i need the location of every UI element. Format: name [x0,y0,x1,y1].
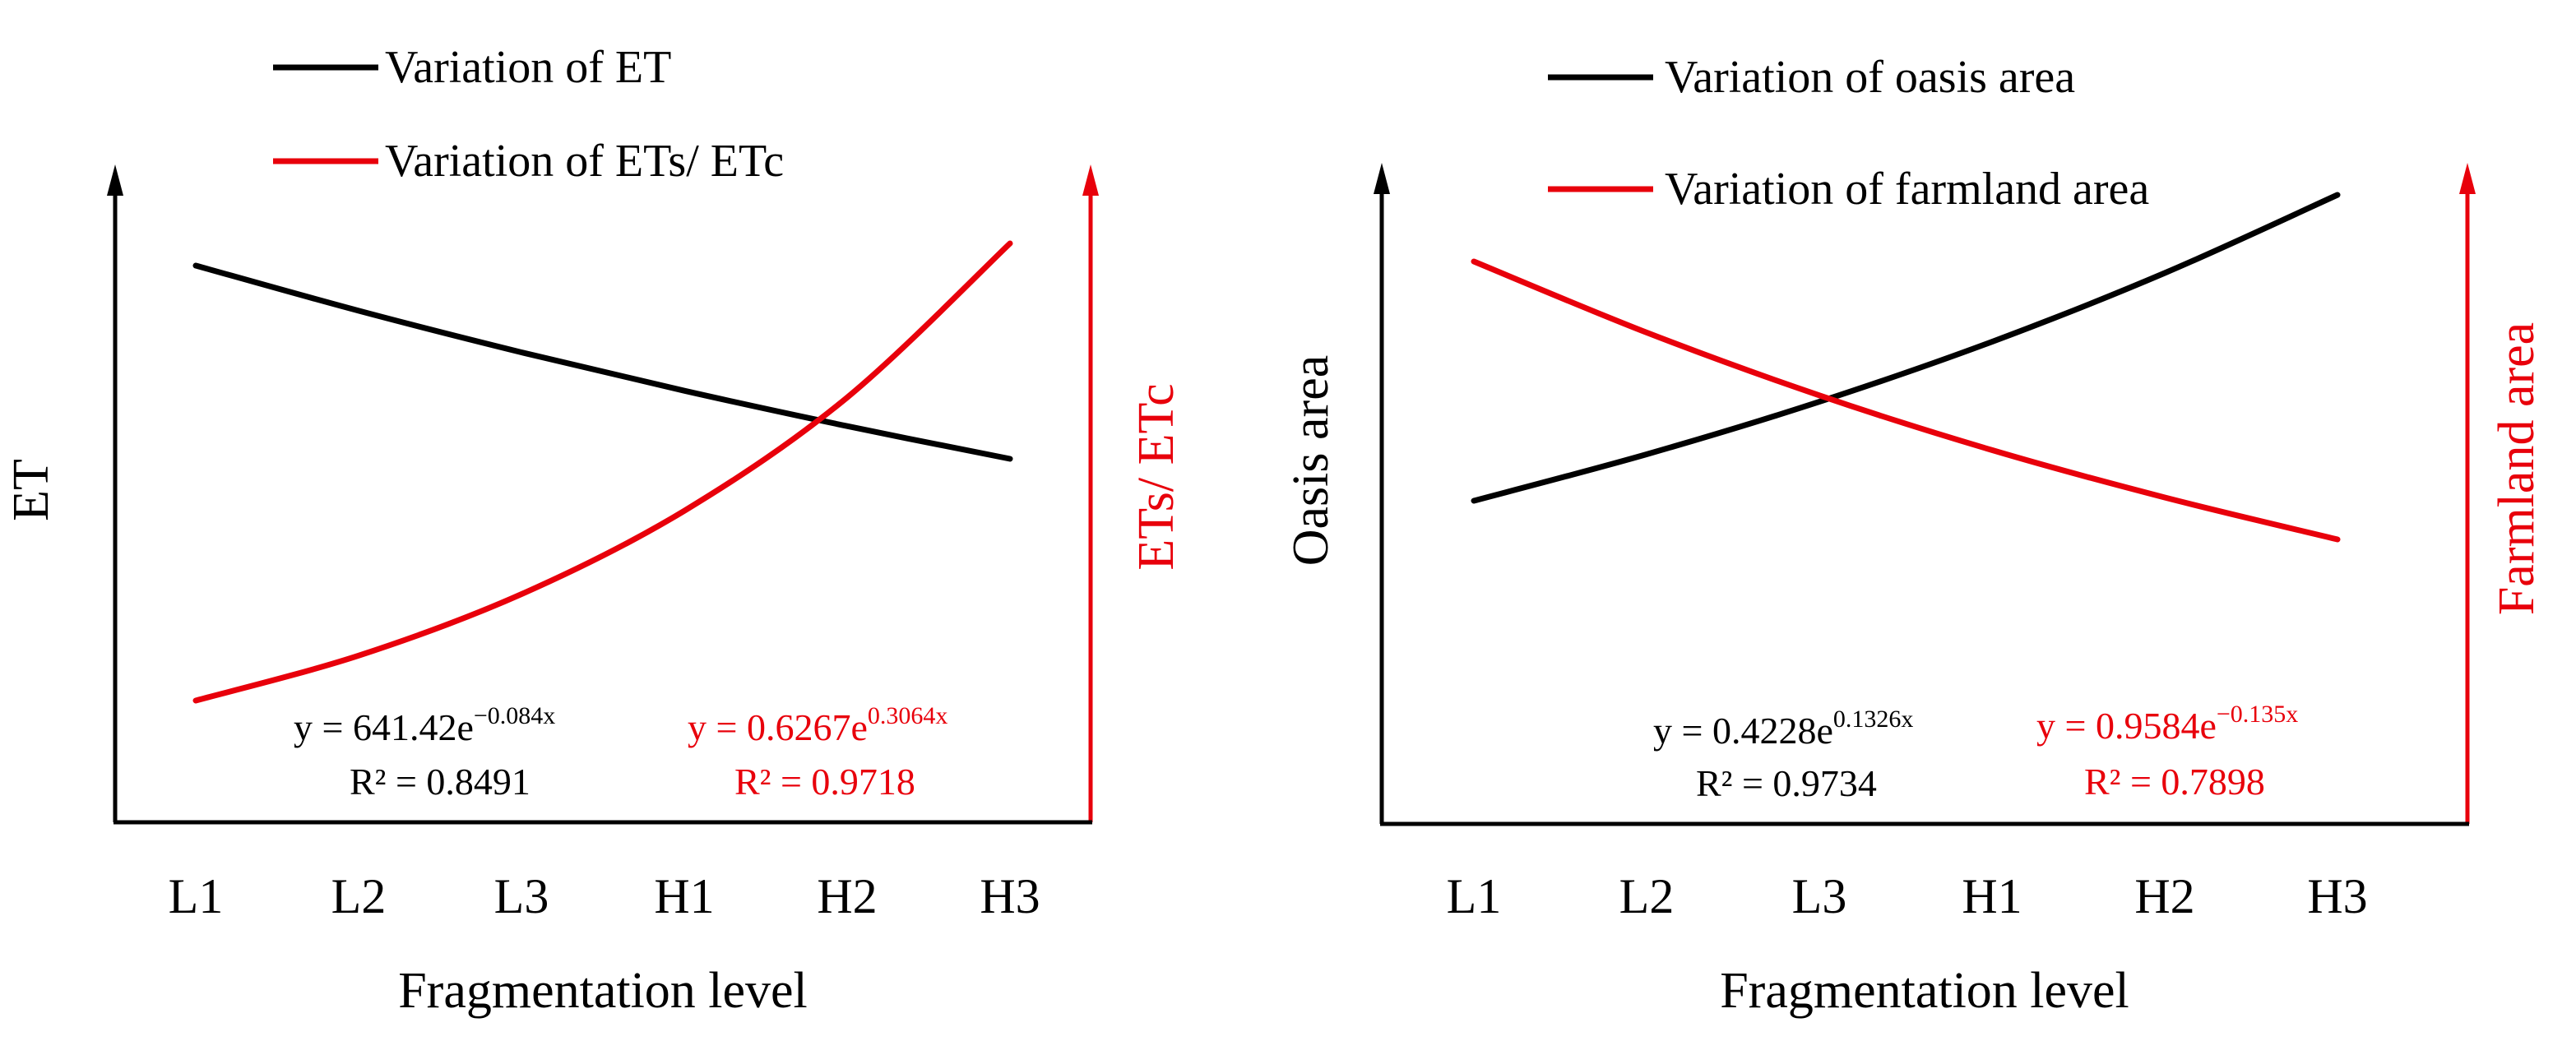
x-axis-title: Fragmentation level [1720,963,2129,1019]
series-line-oasis [1471,192,2341,504]
tick-label: H3 [2307,869,2367,923]
tick-label: L2 [331,869,387,923]
tick-label: L1 [169,869,224,923]
tick-label: L3 [1792,869,1847,923]
y-axis-title-left: Oasis area [1283,355,1339,566]
tick-label: H1 [654,869,714,923]
left-y-axis-arrow [1374,163,1390,194]
tick-label: H2 [817,869,877,923]
right-y-axis-arrow [2459,163,2476,194]
legend-label-oasis: Variation of oasis area [1665,52,2075,103]
tick-label: L1 [1447,869,1502,923]
r2-ets-etc: R² = 0.9718 [734,761,915,803]
legend-label-et: Variation of ET [385,42,671,93]
legend-label-farmland: Variation of farmland area [1665,164,2149,215]
y-axis-title-left: ET [3,459,59,521]
left-y-axis-arrow [107,164,123,196]
y-axis-title-right: Farmland area [2489,322,2545,615]
series-line-farmland [1471,258,2341,543]
r2-et: R² = 0.8491 [350,761,530,803]
tick-label: H1 [1962,869,2022,923]
chart-left: Variation of ET Variation of ETs/ ETc ET… [3,42,1184,1019]
series-line-ets-etc [192,240,1013,704]
legend-label-ets-etc: Variation of ETs/ ETc [385,136,784,187]
tick-label: H3 [980,869,1040,923]
right-y-axis-arrow [1082,164,1099,196]
tick-label: L2 [1619,869,1675,923]
x-axis-title: Fragmentation level [398,963,808,1019]
equation-ets-etc: y = 0.6267e0.3064x [688,702,947,748]
equation-oasis: y = 0.4228e0.1326x [1653,706,1913,752]
equation-farmland: y = 0.9584e−0.135x [2036,701,2298,747]
tick-label: H2 [2134,869,2194,923]
series-line-et [192,262,1013,462]
y-axis-title-right: ETs/ ETc [1128,383,1184,570]
equation-et: y = 641.42e−0.084x [294,702,555,748]
chart-right: Variation of oasis area Variation of far… [1283,52,2545,1019]
r2-oasis: R² = 0.9734 [1696,762,1877,804]
tick-label: L3 [494,869,549,923]
r2-farmland: R² = 0.7898 [2084,761,2265,803]
